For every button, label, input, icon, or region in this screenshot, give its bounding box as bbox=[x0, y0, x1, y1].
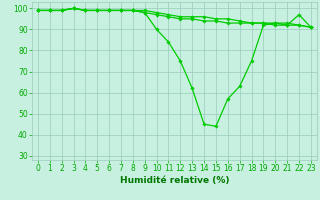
X-axis label: Humidité relative (%): Humidité relative (%) bbox=[120, 176, 229, 185]
